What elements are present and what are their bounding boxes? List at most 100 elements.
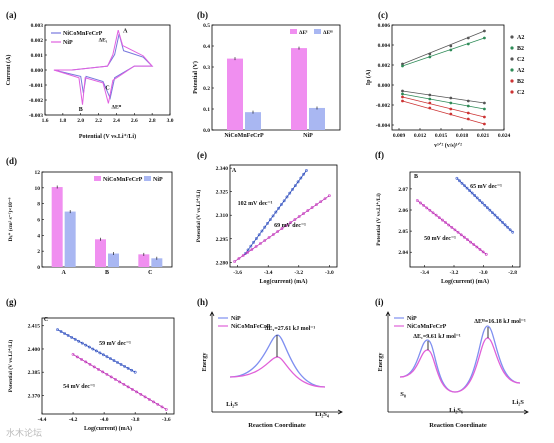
- data-point: [422, 203, 426, 207]
- data-point: [267, 236, 271, 239]
- data-point: [97, 367, 100, 371]
- x-axis-label: Log(current) (mA): [259, 278, 307, 285]
- data-point: [434, 213, 438, 217]
- data-point: [490, 211, 494, 214]
- fit-line: [234, 195, 330, 262]
- data-point: [463, 184, 466, 188]
- fit-line: [72, 354, 167, 410]
- data-point: [297, 215, 301, 218]
- data-point: [147, 397, 151, 401]
- x-tick-label: -3.2: [294, 270, 303, 276]
- x-tick-label: 0.009: [393, 133, 406, 139]
- panel-label: (f): [375, 150, 384, 160]
- fit-line: [402, 100, 485, 125]
- data-point: [428, 93, 432, 97]
- data-point: [478, 198, 482, 202]
- data-point: [105, 355, 109, 359]
- slope-label: 65 mV dec⁻¹: [470, 184, 502, 190]
- data-point: [449, 44, 453, 48]
- data-point: [466, 36, 470, 40]
- x-tick-label: 2.6: [131, 118, 138, 124]
- x-tick-label: -3.0: [479, 270, 488, 276]
- plot-frame: [409, 171, 521, 268]
- x-tick-label: -4.0: [100, 417, 109, 423]
- data-point: [130, 368, 134, 372]
- data-point: [160, 405, 164, 409]
- x-tick-label: -3.2: [450, 270, 459, 276]
- y-axis-label: Potential (V vs.Li⁺/Li): [375, 193, 382, 246]
- data-point: [428, 106, 432, 110]
- data-point: [496, 216, 499, 219]
- data-point: [468, 189, 472, 192]
- legend-swatch: [314, 29, 321, 34]
- data-point: [233, 260, 236, 263]
- y-tick-label: 0.002: [378, 63, 391, 69]
- data-point: [483, 115, 486, 119]
- data-point: [112, 359, 116, 362]
- data-point: [98, 351, 102, 355]
- data-point: [139, 392, 143, 396]
- data-point: [274, 210, 278, 214]
- x-tick-label: -4.4: [38, 417, 47, 423]
- data-point: [488, 208, 492, 212]
- data-point: [465, 186, 469, 190]
- x-tick-label: -3.6: [162, 417, 171, 423]
- data-point: [466, 99, 470, 103]
- y-axis-label: Current (A): [5, 55, 12, 86]
- annotation: C: [105, 85, 109, 91]
- bar: [95, 239, 106, 267]
- data-point: [70, 335, 74, 339]
- x-axis-label: Reaction Coordinate: [429, 422, 487, 429]
- data-point: [133, 370, 137, 374]
- data-point: [280, 203, 283, 206]
- data-point: [503, 223, 507, 227]
- data-point: [462, 235, 466, 239]
- data-point: [466, 111, 470, 115]
- data-point: [114, 377, 117, 381]
- data-point: [126, 366, 130, 370]
- panel-label: (c): [378, 10, 388, 20]
- legend-marker: [510, 79, 514, 83]
- data-point: [94, 349, 98, 353]
- axis-arrow: [209, 311, 215, 317]
- panel-label: (b): [197, 10, 208, 20]
- data-point: [401, 89, 404, 93]
- x-tick-label: -3.6: [233, 270, 242, 276]
- slope-label: 59 mV dec⁻¹: [99, 341, 131, 347]
- data-point: [84, 343, 88, 347]
- x-tick-label: 1.8: [59, 118, 66, 124]
- data-point: [246, 248, 250, 252]
- annotation: B: [79, 107, 83, 113]
- data-point: [472, 243, 476, 246]
- axis-arrow: [385, 311, 391, 317]
- x-tick-label: 3.0: [167, 118, 174, 124]
- data-point: [80, 341, 84, 345]
- panel-label: (e): [197, 150, 207, 160]
- data-point: [419, 201, 422, 205]
- data-point: [483, 122, 486, 126]
- data-point: [481, 250, 485, 254]
- data-point: [323, 197, 327, 200]
- data-point: [291, 187, 294, 191]
- y-tick-label: 2.06: [398, 208, 408, 214]
- data-point: [73, 337, 77, 341]
- legend-label: NiP: [153, 177, 163, 183]
- y-axis-label: Ip (A): [365, 70, 372, 86]
- data-point: [80, 357, 83, 361]
- data-point: [296, 180, 300, 184]
- data-point: [255, 237, 258, 240]
- legend-label: ΔEᴵ: [299, 30, 308, 36]
- x-axis-label: Potential (V vs.Li⁺/Li): [79, 133, 136, 140]
- bar: [245, 112, 261, 130]
- data-point: [252, 240, 256, 244]
- data-point: [66, 334, 70, 337]
- y-tick-label: 0.006: [378, 23, 391, 29]
- data-point: [123, 364, 126, 368]
- data-point: [116, 361, 119, 364]
- data-point: [480, 201, 484, 205]
- x-tick-label: C: [148, 270, 152, 276]
- x-tick-label: -3.4: [420, 270, 429, 276]
- data-point: [91, 347, 95, 351]
- state-label: S₈: [400, 391, 406, 398]
- data-point: [293, 184, 297, 188]
